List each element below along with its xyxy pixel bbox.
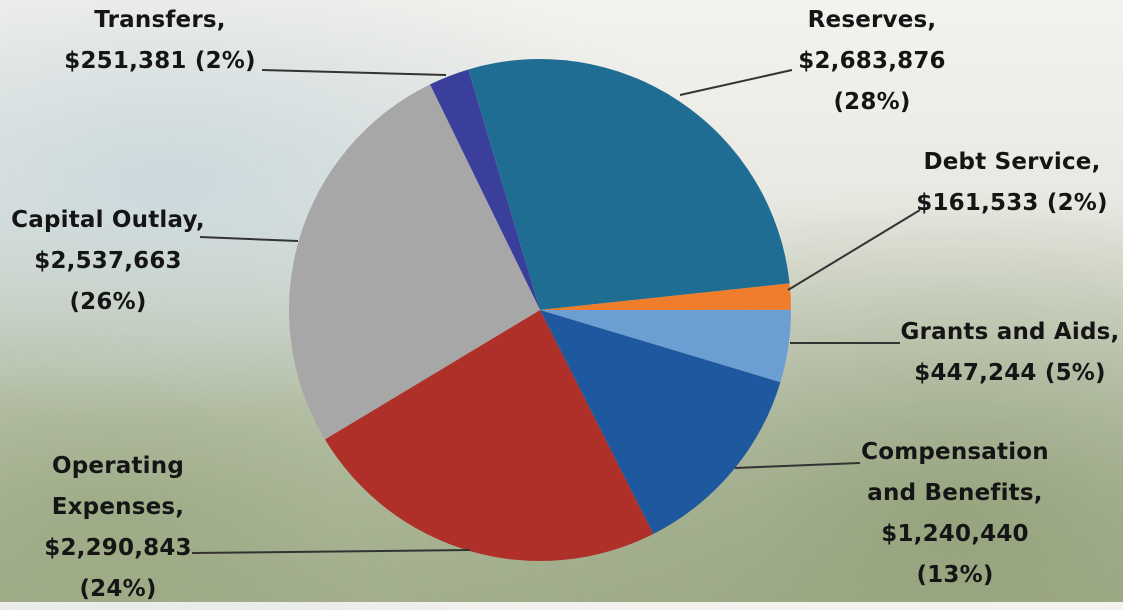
val-text: $161,533 (916, 190, 1039, 216)
cat-text: Capital Outlay, (11, 207, 205, 233)
pct-text: (28%) (833, 89, 911, 115)
slice-label: Transfers, $251,381 (2%) (20, 0, 300, 82)
val-text: $2,290,843 (44, 535, 192, 561)
slice-label: Grants and Aids, $447,244 (5%) (890, 312, 1123, 394)
pie-slice (540, 310, 781, 534)
leader-line (734, 462, 861, 469)
pct-text: (24%) (79, 576, 157, 602)
leader-line (191, 549, 471, 554)
val-text: $2,683,876 (798, 48, 946, 74)
slice-label: Capital Outlay, $2,537,663 (26%) (0, 200, 223, 323)
pie-slice (540, 283, 791, 310)
cat-text: Reserves, (807, 7, 937, 33)
cat-text: Grants and Aids, (900, 319, 1120, 345)
slice-label: Debt Service, $161,533 (2%) (892, 142, 1123, 224)
pie-slice (540, 309, 791, 383)
pct-text: (2%) (194, 48, 256, 74)
pct-text: (5%) (1044, 360, 1106, 386)
pie-slice (324, 310, 654, 561)
pct-text: (2%) (1046, 190, 1108, 216)
val-text: $1,240,440 (881, 521, 1029, 547)
slice-label: Operating Expenses, $2,290,843 (24%) (38, 446, 198, 610)
leader-line (261, 69, 447, 76)
val-text: $447,244 (914, 360, 1037, 386)
cat-text: Transfers, (94, 7, 226, 33)
leader-line (787, 209, 921, 291)
leader-line (199, 236, 299, 242)
cat-text: Operating Expenses, (51, 453, 185, 520)
slice-label: Compensation and Benefits, $1,240,440 (13%… (855, 432, 1055, 596)
val-text: $2,537,663 (34, 248, 182, 274)
pie-slice (429, 69, 540, 310)
pct-text: (26%) (69, 289, 147, 315)
pie-slice (289, 84, 540, 440)
pie-slice (468, 59, 790, 310)
pct-text: (13%) (916, 562, 994, 588)
val-text: $251,381 (64, 48, 187, 74)
cat-text: Debt Service, (923, 149, 1101, 175)
cat-text: Compensation and Benefits, (861, 439, 1049, 506)
slice-label: Reserves, $2,683,876 (28%) (762, 0, 982, 123)
leader-line (679, 69, 793, 96)
